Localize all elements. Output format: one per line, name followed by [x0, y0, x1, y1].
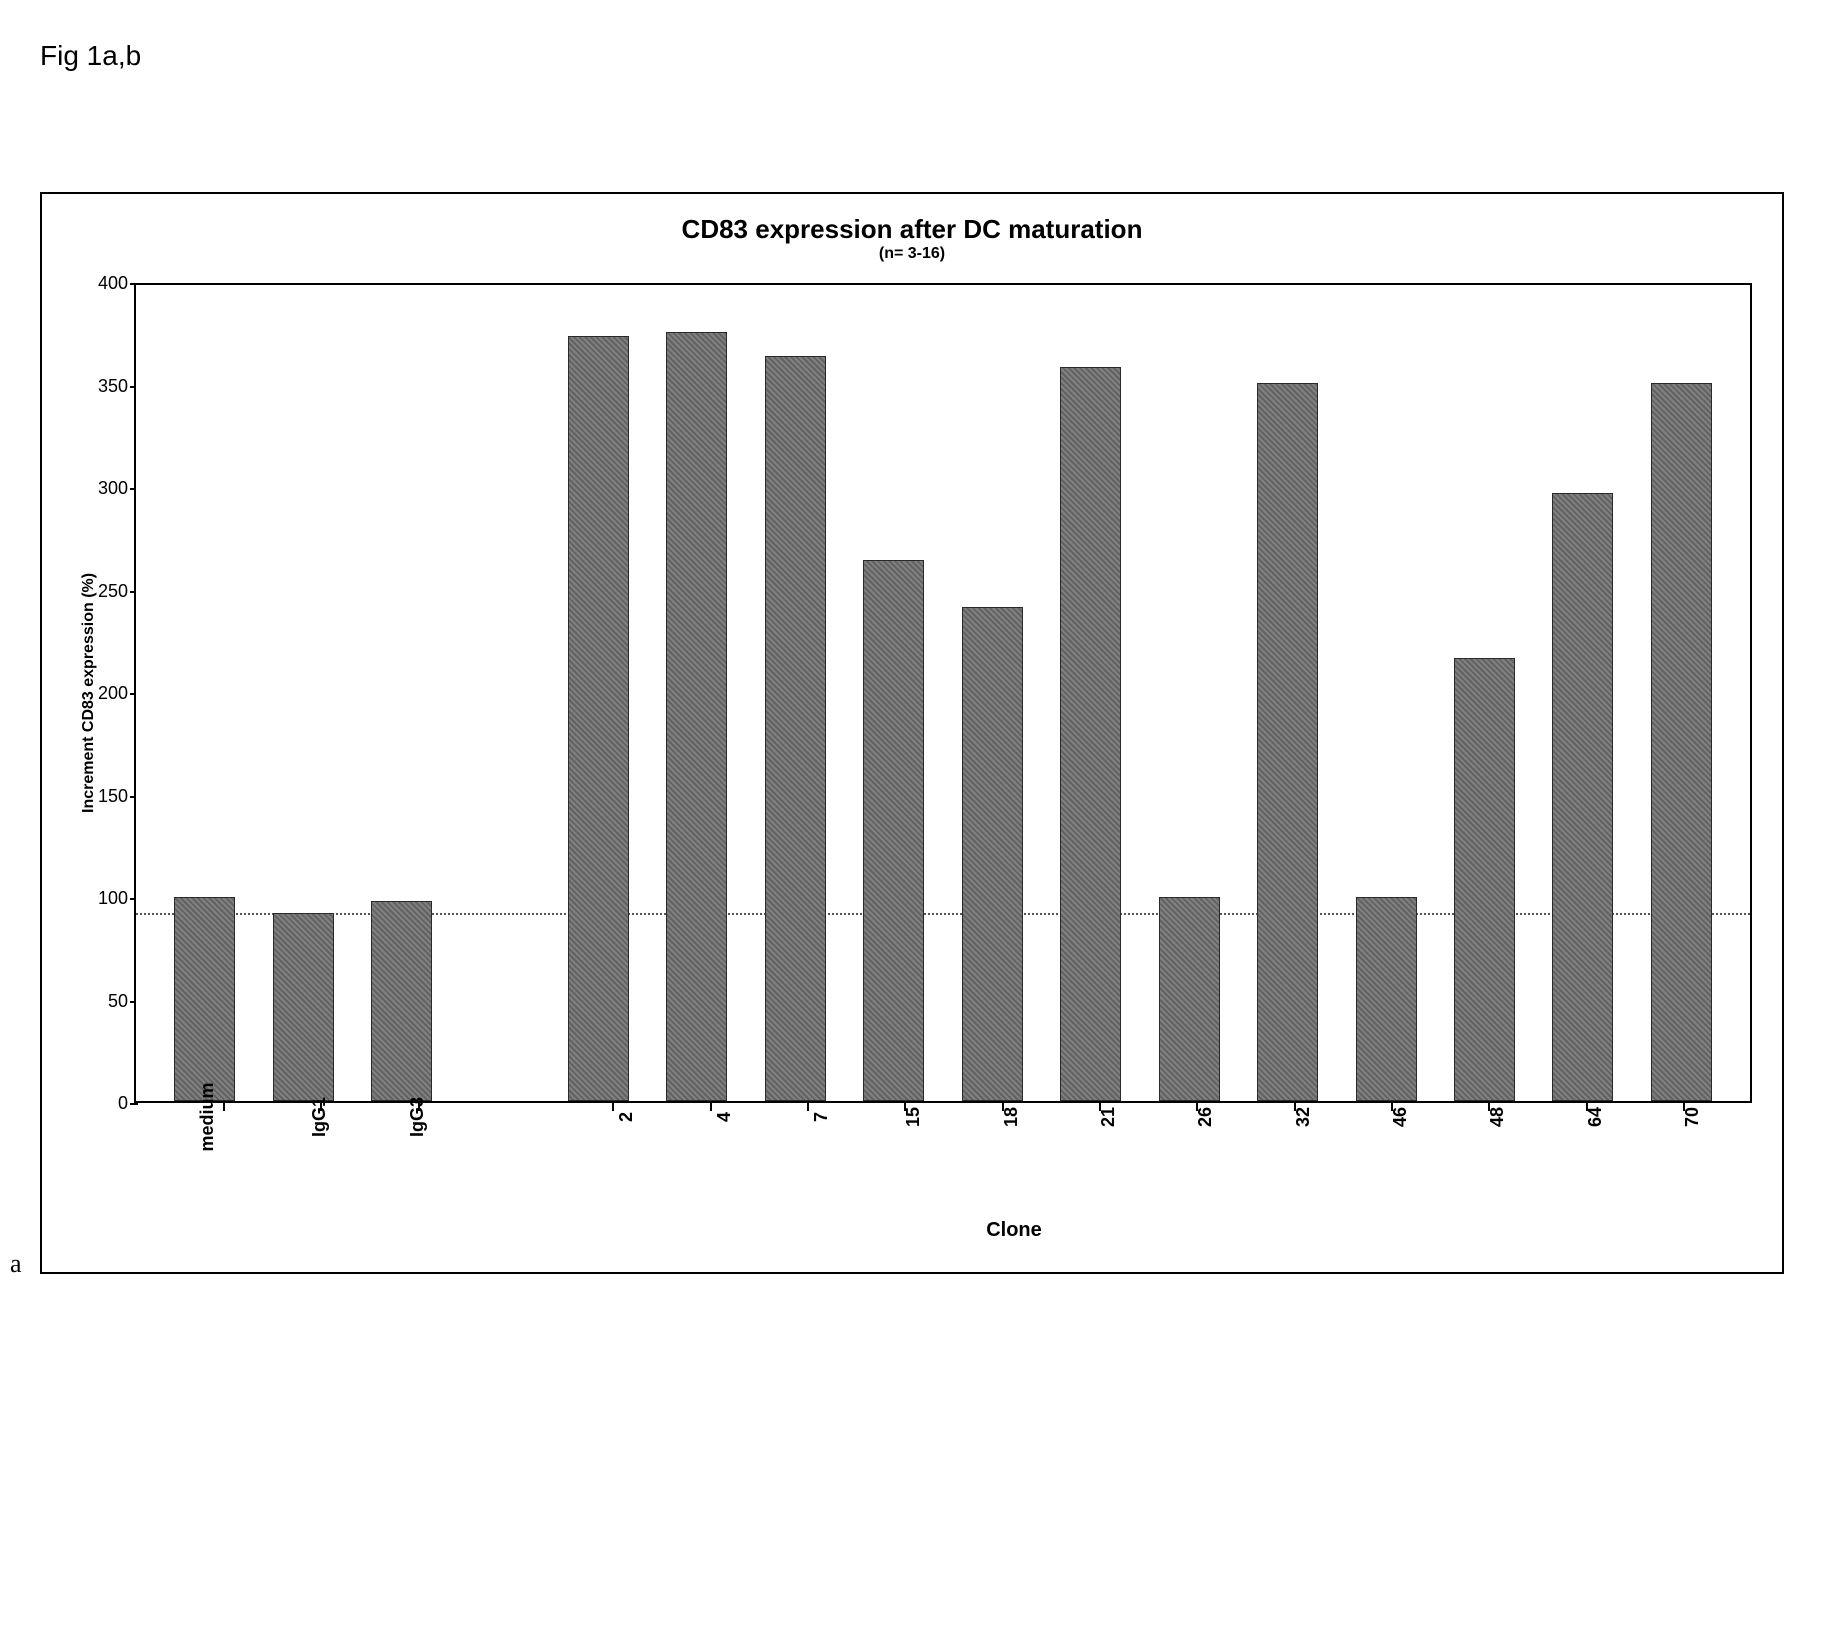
bar-slot [1632, 285, 1730, 1101]
x-tick-area: mediumIgG1IgG3 2 4 7 15 18 21 26 32 46 48 64 70 [156, 1103, 1752, 1213]
x-tick-label: 70 [1682, 1107, 1703, 1127]
bar [863, 560, 924, 1101]
bar [1356, 897, 1417, 1101]
bar-slot [845, 285, 943, 1101]
x-tick-slot: 48 [1441, 1103, 1538, 1138]
bar-slot [1238, 285, 1336, 1101]
axis-spacer [72, 1103, 156, 1242]
bar [765, 356, 826, 1101]
bar [568, 336, 629, 1101]
bar-slot [1337, 285, 1435, 1101]
x-tick-slot: 2 [565, 1103, 662, 1138]
bar [273, 913, 334, 1101]
bar [1552, 493, 1613, 1101]
bar [1257, 383, 1318, 1101]
bar-slot [1041, 285, 1139, 1101]
page-label: Fig 1a,b [40, 40, 1784, 72]
x-tick-label: 32 [1293, 1107, 1314, 1127]
bar [371, 901, 432, 1101]
bars-container [136, 285, 1750, 1101]
x-tick-mark [612, 1103, 614, 1111]
x-tick-slot: 32 [1246, 1103, 1343, 1138]
y-axis-label: Increment CD83 expression (%) [72, 283, 98, 1103]
chart-container: CD83 expression after DC maturation (n= … [40, 192, 1784, 1274]
x-tick-label: 15 [903, 1107, 924, 1127]
bar-slot [1435, 285, 1533, 1101]
x-tick-label: 21 [1098, 1107, 1119, 1127]
y-axis-ticks: 400350300250200150100500 [98, 283, 134, 1103]
bar-slot [1534, 285, 1632, 1101]
x-tick-mark [710, 1103, 712, 1111]
bar-slot [648, 285, 746, 1101]
x-tick-slot: IgG3 [370, 1103, 467, 1138]
x-tick-label: 48 [1487, 1107, 1508, 1127]
bar [962, 607, 1023, 1101]
x-tick-slot: 46 [1343, 1103, 1440, 1138]
x-axis-container: mediumIgG1IgG3 2 4 7 15 18 21 26 32 46 48 64 70 Clon… [156, 1103, 1752, 1242]
x-tick-slot: IgG1 [273, 1103, 370, 1138]
bar-slot [155, 285, 253, 1101]
below-plot: mediumIgG1IgG3 2 4 7 15 18 21 26 32 46 48 64 70 Clon… [72, 1103, 1752, 1242]
bar [1159, 897, 1220, 1101]
x-tick-row: mediumIgG1IgG3 2 4 7 15 18 21 26 32 46 48 64 70 [156, 1103, 1752, 1138]
bar [1651, 383, 1712, 1101]
x-tick-label: 7 [811, 1112, 832, 1122]
x-tick-label: 46 [1390, 1107, 1411, 1127]
x-tick-label: 2 [616, 1112, 637, 1122]
subfigure-label: a [10, 1249, 22, 1279]
x-tick-slot: 18 [954, 1103, 1051, 1138]
figure-wrapper: a CD83 expression after DC maturation (n… [40, 192, 1784, 1274]
x-tick-slot: 21 [1051, 1103, 1148, 1138]
bar-slot [943, 285, 1041, 1101]
x-tick-label: IgG1 [309, 1097, 330, 1137]
x-tick-mark [807, 1103, 809, 1111]
x-tick-label: IgG3 [407, 1097, 428, 1137]
x-axis-label: Clone [156, 1219, 1752, 1242]
bar-slot [451, 285, 549, 1101]
plot-area [134, 283, 1752, 1103]
plot-wrap: Increment CD83 expression (%) 4003503002… [72, 283, 1752, 1103]
x-tick-slot: 70 [1636, 1103, 1733, 1138]
x-tick-mark [223, 1103, 225, 1111]
bar-slot [352, 285, 450, 1101]
x-tick-slot: medium [175, 1103, 272, 1138]
x-tick-label: 4 [714, 1112, 735, 1122]
bar-slot [746, 285, 844, 1101]
x-tick-label: 18 [1001, 1107, 1022, 1127]
bar-slot [1140, 285, 1238, 1101]
x-tick-slot: 7 [759, 1103, 856, 1138]
x-tick-slot: 64 [1538, 1103, 1635, 1138]
bar-slot [549, 285, 647, 1101]
x-tick-slot [467, 1103, 564, 1138]
x-tick-label: 64 [1585, 1107, 1606, 1127]
bar [1454, 658, 1515, 1101]
bar [666, 332, 727, 1101]
x-tick-label: medium [197, 1082, 218, 1151]
bar-slot [254, 285, 352, 1101]
chart-title: CD83 expression after DC maturation [72, 214, 1752, 245]
bar [174, 897, 235, 1101]
x-tick-label: 26 [1195, 1107, 1216, 1127]
bar [1060, 367, 1121, 1101]
chart-subtitle: (n= 3-16) [72, 245, 1752, 263]
x-tick-slot: 15 [857, 1103, 954, 1138]
x-tick-slot: 26 [1149, 1103, 1246, 1138]
x-tick-slot: 4 [662, 1103, 759, 1138]
